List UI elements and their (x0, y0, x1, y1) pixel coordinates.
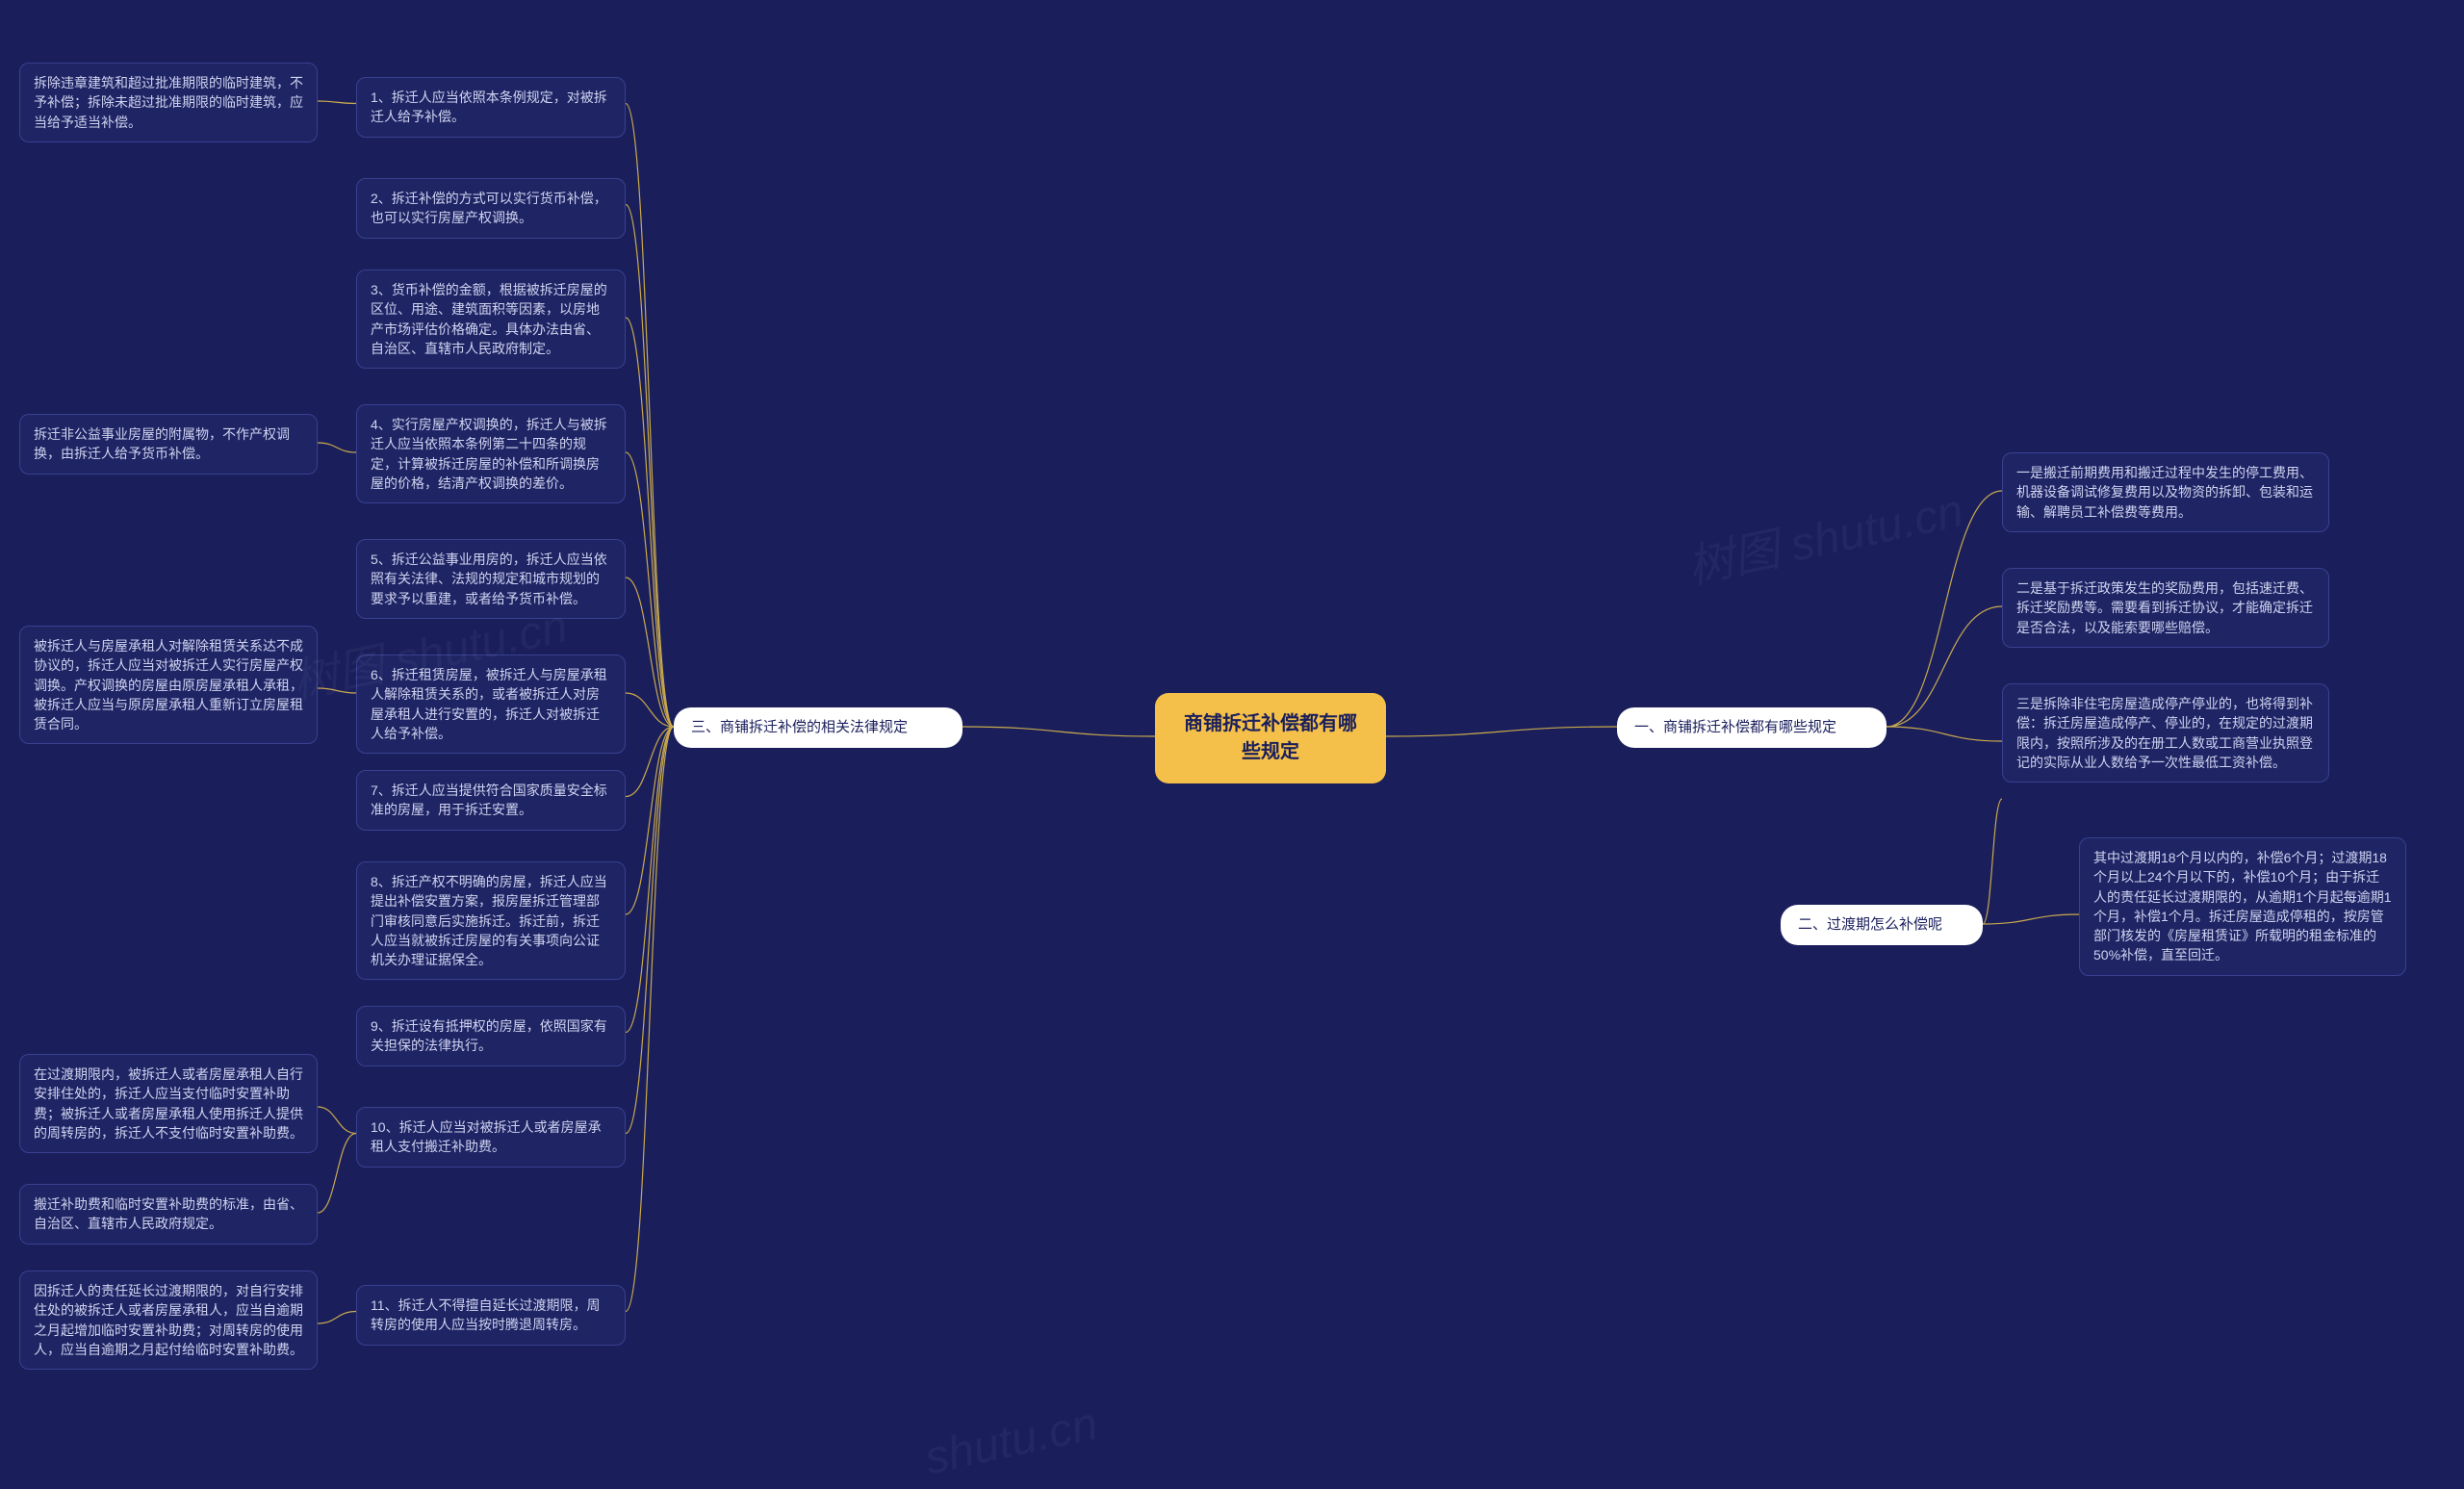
branch-3: 三、商铺拆迁补偿的相关法律规定 (674, 707, 962, 748)
branch3-child-9-sub-0: 在过渡期限内，被拆迁人或者房屋承租人自行安排住处的，拆迁人应当支付临时安置补助费… (19, 1054, 318, 1153)
branch1-child-2: 三是拆除非住宅房屋造成停产停业的，也将得到补偿：拆迁房屋造成停产、停业的，在规定… (2002, 683, 2329, 783)
watermark-2: shutu.cn (920, 1398, 1102, 1486)
branch3-child-9: 10、拆迁人应当对被拆迁人或者房屋承租人支付搬迁补助费。 (356, 1107, 626, 1168)
root-node: 商铺拆迁补偿都有哪些规定 (1155, 693, 1386, 783)
branch3-child-0-sub-0: 拆除违章建筑和超过批准期限的临时建筑，不予补偿；拆除未超过批准期限的临时建筑，应… (19, 63, 318, 142)
branch3-child-1: 2、拆迁补偿的方式可以实行货币补偿，也可以实行房屋产权调换。 (356, 178, 626, 239)
branch3-child-0: 1、拆迁人应当依照本条例规定，对被拆迁人给予补偿。 (356, 77, 626, 138)
branch1-child-1: 二是基于拆迁政策发生的奖励费用，包括速迁费、拆迁奖励费等。需要看到拆迁协议，才能… (2002, 568, 2329, 648)
branch3-child-8: 9、拆迁设有抵押权的房屋，依照国家有关担保的法律执行。 (356, 1006, 626, 1066)
branch1-child-0: 一是搬迁前期费用和搬迁过程中发生的停工费用、机器设备调试修复费用以及物资的拆卸、… (2002, 452, 2329, 532)
branch3-child-2: 3、货币补偿的金额，根据被拆迁房屋的区位、用途、建筑面积等因素，以房地产市场评估… (356, 270, 626, 369)
branch3-child-5: 6、拆迁租赁房屋，被拆迁人与房屋承租人解除租赁关系的，或者被拆迁人对房屋承租人进… (356, 655, 626, 754)
watermark-1: 树图 shutu.cn (1681, 473, 1968, 597)
branch3-child-4: 5、拆迁公益事业用房的，拆迁人应当依照有关法律、法规的规定和城市规划的要求予以重… (356, 539, 626, 619)
branch3-child-5-sub-0: 被拆迁人与房屋承租人对解除租赁关系达不成协议的，拆迁人应当对被拆迁人实行房屋产权… (19, 626, 318, 744)
branch3-child-7: 8、拆迁产权不明确的房屋，拆迁人应当提出补偿安置方案，报房屋拆迁管理部门审核同意… (356, 861, 626, 980)
branch-1: 一、商铺拆迁补偿都有哪些规定 (1617, 707, 1886, 748)
branch3-child-6: 7、拆迁人应当提供符合国家质量安全标准的房屋，用于拆迁安置。 (356, 770, 626, 831)
branch3-child-10: 11、拆迁人不得擅自延长过渡期限，周转房的使用人应当按时腾退周转房。 (356, 1285, 626, 1346)
branch-2: 二、过渡期怎么补偿呢 (1781, 905, 1983, 945)
branch3-child-9-sub-1: 搬迁补助费和临时安置补助费的标准，由省、自治区、直辖市人民政府规定。 (19, 1184, 318, 1245)
branch3-child-3: 4、实行房屋产权调换的，拆迁人与被拆迁人应当依照本条例第二十四条的规定，计算被拆… (356, 404, 626, 503)
branch2-child-0: 其中过渡期18个月以内的，补偿6个月；过渡期18个月以上24个月以下的，补偿10… (2079, 837, 2406, 976)
branch3-child-10-sub-0: 因拆迁人的责任延长过渡期限的，对自行安排住处的被拆迁人或者房屋承租人，应当自逾期… (19, 1271, 318, 1370)
branch3-child-3-sub-0: 拆迁非公益事业房屋的附属物，不作产权调换，由拆迁人给予货币补偿。 (19, 414, 318, 475)
